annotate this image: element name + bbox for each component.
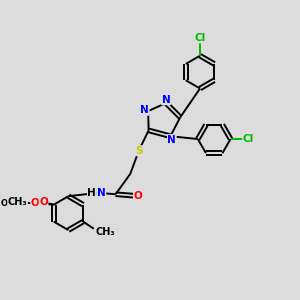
Text: N: N: [140, 105, 149, 115]
Text: N: N: [162, 95, 170, 105]
Text: CH₃: CH₃: [95, 226, 115, 236]
Text: OCH₃: OCH₃: [0, 199, 24, 208]
Text: Cl: Cl: [243, 134, 254, 144]
Text: CH₃: CH₃: [8, 197, 28, 207]
Text: O: O: [134, 190, 142, 201]
Text: O: O: [31, 198, 40, 208]
Text: O: O: [39, 197, 48, 207]
Text: Cl: Cl: [194, 33, 206, 43]
Text: N: N: [167, 135, 176, 145]
Text: H: H: [88, 188, 96, 198]
Text: N: N: [97, 188, 106, 198]
Text: S: S: [135, 146, 142, 156]
